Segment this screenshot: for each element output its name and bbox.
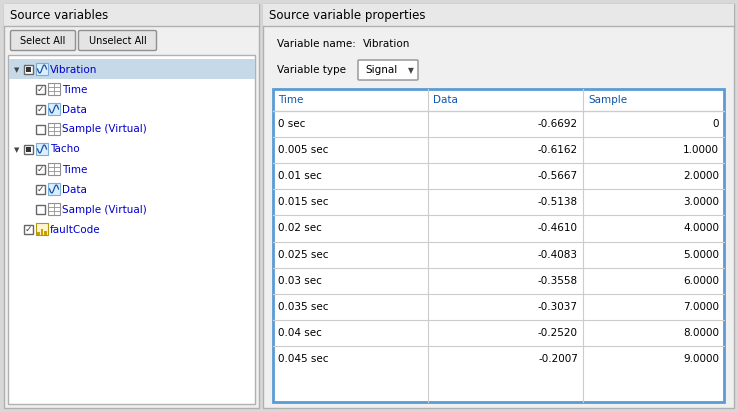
FancyBboxPatch shape — [10, 30, 75, 51]
Bar — [36, 84, 45, 94]
Text: Source variables: Source variables — [10, 9, 108, 21]
Text: 7.0000: 7.0000 — [683, 302, 719, 312]
Text: -0.3558: -0.3558 — [538, 276, 578, 286]
Bar — [4, 4, 259, 26]
Bar — [36, 124, 45, 133]
FancyBboxPatch shape — [358, 60, 418, 80]
Text: Data: Data — [62, 185, 87, 194]
Bar — [26, 147, 31, 152]
Text: ✓: ✓ — [37, 105, 44, 114]
Text: Data: Data — [62, 105, 87, 115]
Text: 0.01 sec: 0.01 sec — [278, 171, 322, 181]
Text: faultCode: faultCode — [50, 225, 100, 234]
Text: Signal: Signal — [365, 65, 397, 75]
Text: Source variable properties: Source variable properties — [269, 9, 426, 21]
Text: 0 sec: 0 sec — [278, 119, 306, 129]
Text: ▼: ▼ — [14, 147, 19, 153]
Bar — [36, 223, 48, 235]
Bar — [48, 83, 60, 95]
Bar — [37, 232, 40, 235]
Text: Sample (Virtual): Sample (Virtual) — [62, 124, 147, 134]
Text: Time: Time — [62, 164, 87, 175]
Text: Sample: Sample — [588, 95, 627, 105]
Text: -0.6162: -0.6162 — [538, 145, 578, 155]
Text: 0.04 sec: 0.04 sec — [278, 328, 322, 338]
Bar — [44, 230, 46, 235]
Text: 5.0000: 5.0000 — [683, 250, 719, 260]
FancyBboxPatch shape — [78, 30, 156, 51]
Text: 0.045 sec: 0.045 sec — [278, 354, 328, 364]
Text: Variable type: Variable type — [277, 65, 346, 75]
Bar — [48, 203, 60, 215]
Text: -0.4083: -0.4083 — [538, 250, 578, 260]
Text: -0.2007: -0.2007 — [538, 354, 578, 364]
Text: Vibration: Vibration — [50, 65, 97, 75]
Text: 0.035 sec: 0.035 sec — [278, 302, 328, 312]
Bar — [48, 123, 60, 135]
Bar — [36, 164, 45, 173]
Bar — [24, 145, 33, 154]
Bar — [263, 4, 734, 26]
Text: 6.0000: 6.0000 — [683, 276, 719, 286]
Text: 0.005 sec: 0.005 sec — [278, 145, 328, 155]
Text: Select All: Select All — [21, 35, 66, 45]
Text: Variable name:: Variable name: — [277, 39, 356, 49]
Text: ✓: ✓ — [37, 165, 44, 174]
Text: Sample (Virtual): Sample (Virtual) — [62, 204, 147, 215]
Text: ▼: ▼ — [408, 66, 414, 75]
Bar — [24, 65, 33, 73]
Text: 0.03 sec: 0.03 sec — [278, 276, 322, 286]
Bar — [36, 63, 48, 75]
Text: Vibration: Vibration — [363, 39, 410, 49]
Text: 0.025 sec: 0.025 sec — [278, 250, 328, 260]
Bar — [41, 229, 43, 235]
Text: ✓: ✓ — [25, 225, 32, 234]
Bar — [36, 143, 48, 155]
Text: 2.0000: 2.0000 — [683, 171, 719, 181]
Text: Time: Time — [62, 84, 87, 94]
Text: -0.5138: -0.5138 — [538, 197, 578, 207]
Text: 9.0000: 9.0000 — [683, 354, 719, 364]
Text: Time: Time — [278, 95, 303, 105]
Bar — [8, 55, 255, 404]
Text: ✓: ✓ — [37, 85, 44, 94]
Text: -0.2520: -0.2520 — [538, 328, 578, 338]
Bar — [9, 59, 255, 79]
Bar — [26, 66, 31, 72]
Bar — [263, 4, 734, 408]
Text: -0.3037: -0.3037 — [538, 302, 578, 312]
Text: 1.0000: 1.0000 — [683, 145, 719, 155]
Text: ▼: ▼ — [14, 67, 19, 73]
Bar — [273, 89, 724, 402]
Text: 0.015 sec: 0.015 sec — [278, 197, 328, 207]
Text: Unselect All: Unselect All — [89, 35, 146, 45]
Text: -0.5667: -0.5667 — [538, 171, 578, 181]
Bar — [48, 183, 60, 195]
Text: ✓: ✓ — [37, 185, 44, 194]
Text: 0.02 sec: 0.02 sec — [278, 223, 322, 234]
Text: 3.0000: 3.0000 — [683, 197, 719, 207]
Bar — [36, 185, 45, 194]
Text: 4.0000: 4.0000 — [683, 223, 719, 234]
Text: Tacho: Tacho — [50, 145, 80, 154]
Bar — [4, 4, 259, 408]
Text: -0.4610: -0.4610 — [538, 223, 578, 234]
Bar — [24, 225, 33, 234]
Text: 8.0000: 8.0000 — [683, 328, 719, 338]
Bar — [36, 105, 45, 113]
Text: Data: Data — [433, 95, 458, 105]
Bar — [48, 163, 60, 175]
Bar — [48, 103, 60, 115]
Text: -0.6692: -0.6692 — [538, 119, 578, 129]
Bar — [36, 204, 45, 213]
Text: 0: 0 — [712, 119, 719, 129]
